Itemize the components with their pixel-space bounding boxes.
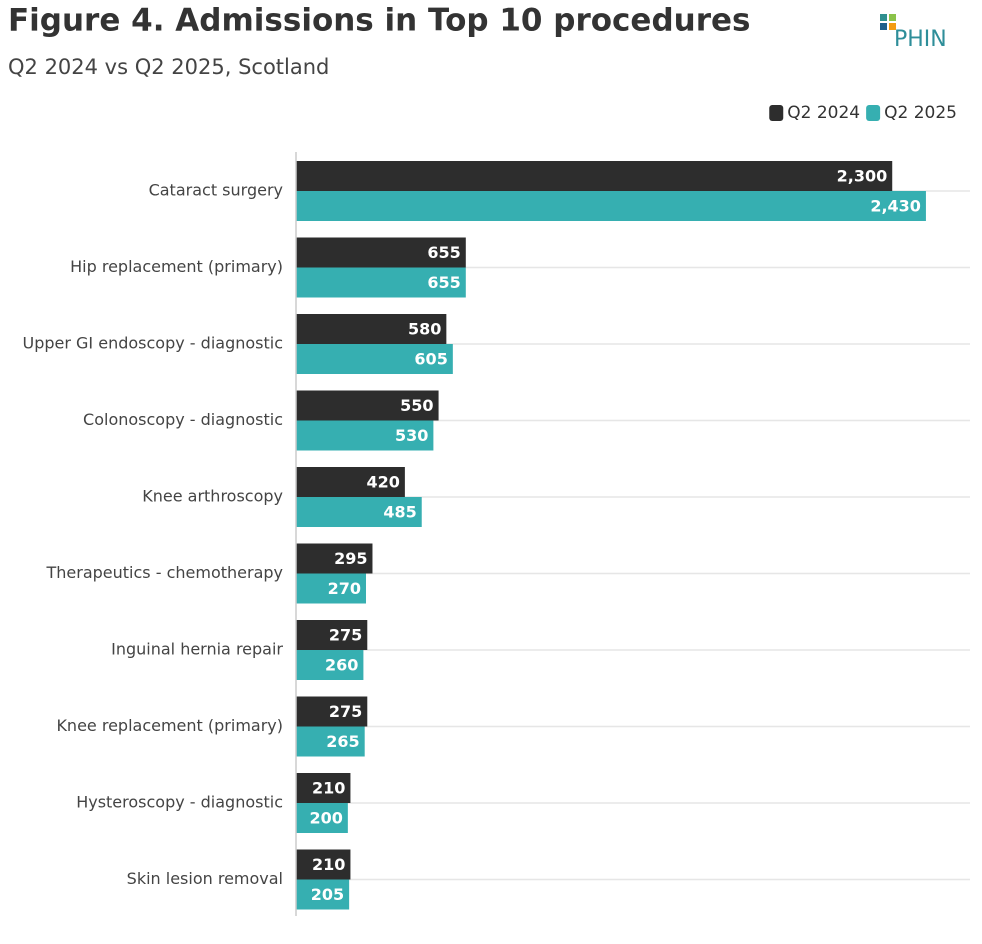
bar	[296, 420, 434, 451]
chart-title: Figure 4. Admissions in Top 10 procedure…	[8, 3, 751, 39]
legend-swatch	[866, 105, 881, 121]
value-label: 420	[366, 473, 399, 492]
logo-square	[889, 23, 896, 30]
bar	[296, 573, 366, 604]
value-label: 550	[400, 396, 433, 415]
bar	[296, 879, 350, 910]
bar	[296, 650, 364, 680]
bar	[296, 467, 405, 497]
logo-square	[889, 14, 896, 21]
value-label: 260	[325, 656, 358, 675]
logo-text: PHIN	[894, 27, 947, 52]
value-label: 270	[328, 579, 361, 598]
y-tick-label: Upper GI endoscopy - diagnostic	[23, 334, 284, 353]
bar	[296, 161, 893, 191]
bar	[296, 543, 373, 574]
bar	[296, 696, 368, 727]
value-label: 210	[312, 779, 345, 798]
value-label: 655	[427, 243, 460, 262]
legend-label: Q2 2025	[884, 103, 957, 123]
logo: PHIN	[880, 14, 947, 52]
value-label: 605	[414, 350, 447, 369]
bar	[296, 849, 351, 880]
logo-square	[880, 14, 887, 21]
y-tick-label: Inguinal hernia repair	[111, 640, 283, 659]
value-label: 580	[408, 320, 441, 339]
value-label: 200	[309, 809, 342, 828]
y-tick-label: Colonoscopy - diagnostic	[83, 410, 283, 429]
value-label: 275	[329, 626, 362, 645]
chart-subtitle: Q2 2024 vs Q2 2025, Scotland	[8, 55, 329, 79]
bar	[296, 726, 365, 757]
legend-swatch	[769, 105, 784, 121]
legend-label: Q2 2024	[787, 103, 860, 123]
y-tick-label: Hip replacement (primary)	[70, 257, 283, 276]
y-tick-label: Therapeutics - chemotherapy	[46, 563, 284, 582]
y-tick-label: Hysteroscopy - diagnostic	[76, 793, 283, 812]
value-label: 655	[427, 273, 460, 292]
value-label: 2,300	[837, 167, 888, 186]
value-label: 530	[395, 426, 428, 445]
value-label: 275	[329, 702, 362, 721]
value-label: 210	[312, 855, 345, 874]
bar	[296, 497, 422, 527]
value-label: 295	[334, 549, 367, 568]
bar	[296, 390, 439, 421]
bar	[296, 344, 453, 374]
value-label: 2,430	[870, 197, 921, 216]
value-label: 205	[311, 885, 344, 904]
y-tick-label: Cataract surgery	[149, 181, 283, 200]
bar	[296, 237, 466, 268]
bar	[296, 267, 466, 298]
logo-square	[880, 23, 887, 30]
y-tick-label: Knee replacement (primary)	[56, 716, 283, 735]
bar	[296, 191, 926, 221]
value-label: 265	[326, 732, 359, 751]
y-tick-label: Skin lesion removal	[127, 869, 283, 888]
bar	[296, 620, 368, 650]
bar	[296, 314, 447, 344]
y-tick-label: Knee arthroscopy	[142, 487, 283, 506]
bar	[296, 803, 348, 833]
value-label: 485	[383, 503, 416, 522]
bar	[296, 773, 351, 803]
